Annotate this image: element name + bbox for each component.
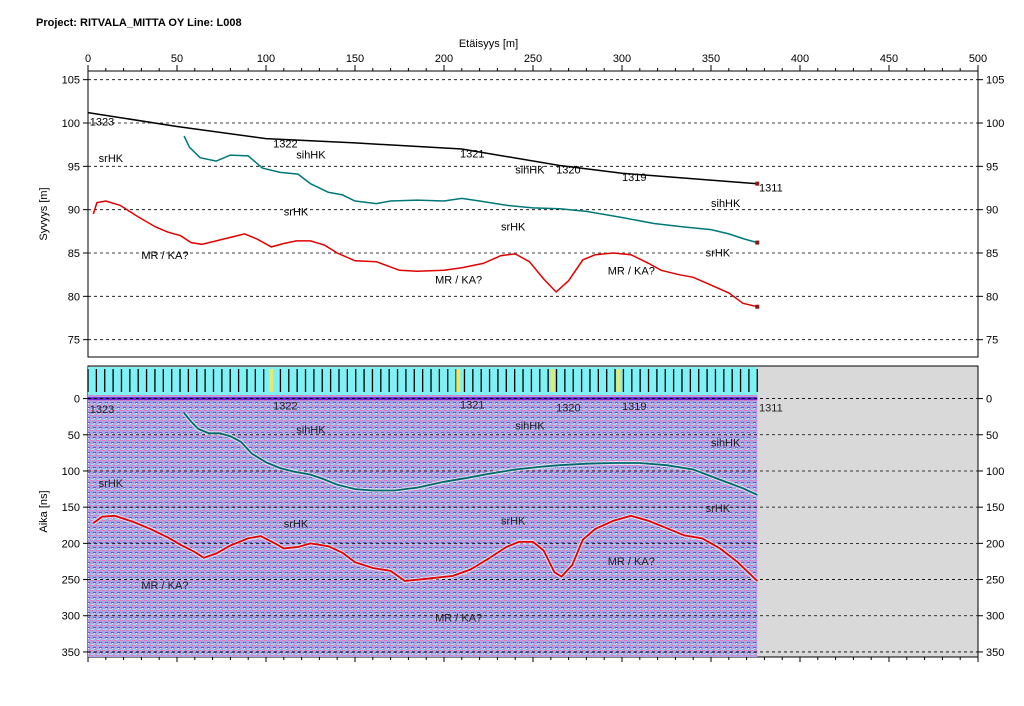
radar-annotation: 1319 xyxy=(622,401,646,413)
y-tick-label-right: 75 xyxy=(986,335,998,347)
y-tick-label: 105 xyxy=(62,75,80,87)
y-tick-label-right: 105 xyxy=(986,75,1004,87)
elevation-annotation: sihHK xyxy=(711,198,741,210)
x-tick-label: 500 xyxy=(969,53,987,65)
radar-annotation: 1322 xyxy=(273,400,297,412)
x-axis-title: Etäisyys [m] xyxy=(459,38,518,50)
series-end-marker xyxy=(755,240,760,245)
y-tick-label: 90 xyxy=(68,205,80,217)
y-tick-label-right: 300 xyxy=(986,611,1004,623)
x-tick-label: 100 xyxy=(257,53,275,65)
radar-annotation: sihHK xyxy=(515,421,545,433)
elevation-series-0 xyxy=(87,111,758,185)
radar-annotation: 1323 xyxy=(90,404,114,416)
x-tick-label: 250 xyxy=(524,53,542,65)
elevation-annotation: 1323 xyxy=(90,117,114,129)
series-end-marker xyxy=(755,304,760,309)
elevation-annotation: 1321 xyxy=(460,149,484,161)
radar-annotation: srHK xyxy=(501,516,526,528)
y-tick-label: 85 xyxy=(68,248,80,260)
radar-annotation: MR / KA? xyxy=(141,580,188,592)
highlighted-marker xyxy=(456,369,461,392)
x-tick-label: 200 xyxy=(435,53,453,65)
highlighted-marker xyxy=(550,369,555,392)
y-tick-label-right: 100 xyxy=(986,118,1004,130)
y-tick-label-right: 85 xyxy=(986,248,998,260)
y-tick-label: 200 xyxy=(62,538,80,550)
x-tick-label: 350 xyxy=(702,53,720,65)
elevation-panel-frame xyxy=(87,70,979,358)
y-tick-label: 100 xyxy=(62,118,80,130)
y-tick-label-right: 150 xyxy=(986,502,1004,514)
radar-annotation: 1321 xyxy=(460,400,484,412)
elevation-series-2 xyxy=(92,200,758,308)
elevation-annotation: 1311 xyxy=(759,182,783,194)
series-end-marker xyxy=(755,181,760,186)
y-tick-label-right: 350 xyxy=(986,647,1004,659)
y-tick-label: 75 xyxy=(68,335,80,347)
radar-series-0 xyxy=(183,412,758,496)
y-tick-label-right: 90 xyxy=(986,205,998,217)
elevation-annotation: sihHK xyxy=(296,150,326,162)
elevation-annotation: 1320 xyxy=(556,164,580,176)
radar-annotation: 1311 xyxy=(759,403,783,415)
y-tick-label-right: 250 xyxy=(986,575,1004,587)
project-header: Project: RITVALA_MITTA OY Line: L008 xyxy=(36,17,242,29)
radar-annotation: sihHK xyxy=(711,437,741,449)
radar-annotation: srHK xyxy=(706,503,731,515)
y-tick-label-right: 100 xyxy=(986,466,1004,478)
elevation-annotation: 1322 xyxy=(273,138,297,150)
x-tick-label: 50 xyxy=(171,53,183,65)
elevation-annotation: srHK xyxy=(99,153,124,165)
elevation-annotation: srHK xyxy=(284,207,309,219)
y-tick-label-right: 80 xyxy=(986,291,998,303)
elevation-annotation: sihHK xyxy=(515,164,545,176)
elevation-annotation: MR / KA? xyxy=(435,274,482,286)
elevation-annotation: srHK xyxy=(501,221,526,233)
radar-annotation: MR / KA? xyxy=(435,613,482,625)
y-tick-label: 0 xyxy=(74,394,80,406)
elevation-annotation: MR / KA? xyxy=(608,266,655,278)
y-tick-label: 250 xyxy=(62,575,80,587)
x-tick-label: 400 xyxy=(791,53,809,65)
radar-annotation: 1320 xyxy=(556,403,580,415)
highlighted-marker xyxy=(269,369,274,392)
y-tick-label: 50 xyxy=(68,430,80,442)
elevation-annotation: srHK xyxy=(706,247,731,259)
radar-annotation: srHK xyxy=(284,518,309,530)
y-tick-label-right: 200 xyxy=(986,538,1004,550)
radargram-image xyxy=(88,394,758,657)
x-tick-label: 450 xyxy=(880,53,898,65)
y-axis-title: Aika [ns] xyxy=(38,490,50,532)
elevation-series-1 xyxy=(183,135,758,244)
radar-annotation: srHK xyxy=(99,478,124,490)
x-tick-label: 300 xyxy=(613,53,631,65)
y-tick-label-right: 0 xyxy=(986,394,992,406)
y-tick-label: 80 xyxy=(68,291,80,303)
elevation-annotation: 1319 xyxy=(622,172,646,184)
y-tick-label: 150 xyxy=(62,502,80,514)
y-axis-title: Syvyys [m] xyxy=(38,187,50,240)
x-tick-label: 150 xyxy=(346,53,364,65)
y-tick-label: 350 xyxy=(62,647,80,659)
radar-annotation: sihHK xyxy=(296,424,326,436)
y-tick-label-right: 95 xyxy=(986,161,998,173)
radar-series-1 xyxy=(92,514,758,582)
y-tick-label: 100 xyxy=(62,466,80,478)
y-tick-label: 95 xyxy=(68,161,80,173)
x-tick-label: 0 xyxy=(85,53,91,65)
y-tick-label-right: 50 xyxy=(986,430,998,442)
radar-annotation: MR / KA? xyxy=(608,556,655,568)
highlighted-marker xyxy=(616,369,621,392)
y-tick-label: 300 xyxy=(62,611,80,623)
elevation-annotation: MR / KA? xyxy=(141,250,188,262)
